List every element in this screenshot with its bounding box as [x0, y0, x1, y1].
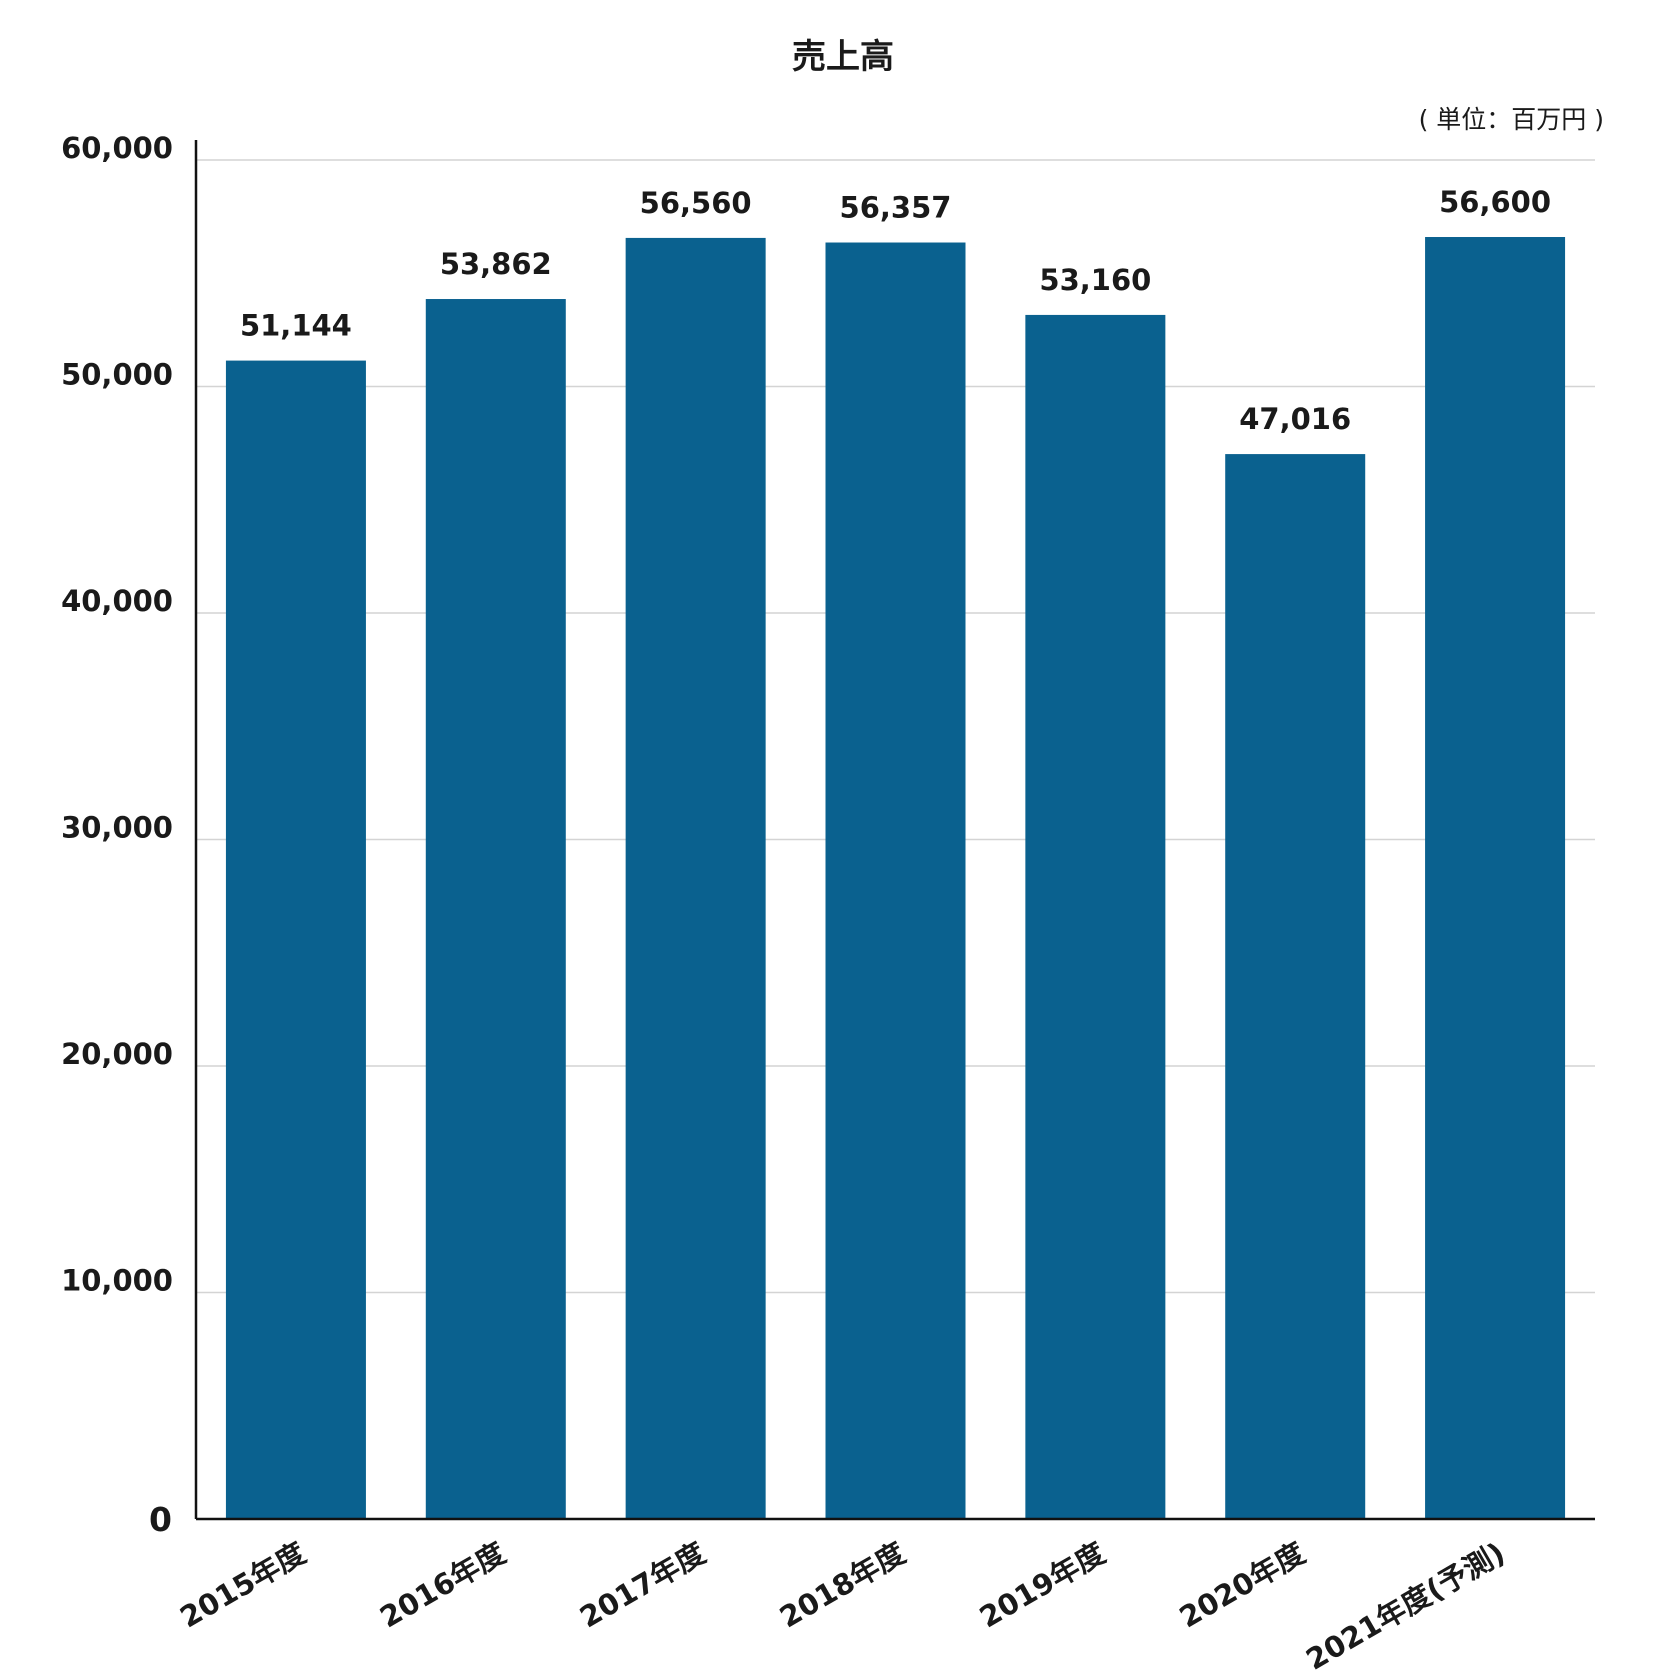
y-tick-labels: 0 10,000 20,000 30,000 40,000 50,000 60,000	[61, 131, 173, 1539]
bar	[825, 242, 966, 1520]
chart-title: 売上高	[792, 37, 894, 77]
y-tick-label: 0	[149, 1500, 172, 1539]
data-label: 51,144	[240, 309, 352, 343]
data-label: 56,357	[840, 191, 952, 225]
data-label: 56,560	[640, 186, 752, 220]
x-tick-label: 2019年度	[974, 1536, 1111, 1635]
data-label: 53,862	[440, 247, 552, 281]
data-labels: 51,144 53,862 56,560 56,357 53,160 47,016 56,6…	[240, 185, 1551, 436]
y-tick-label: 30,000	[61, 811, 173, 845]
y-tick-label: 50,000	[61, 358, 173, 392]
x-tick-labels: 2015年度 2016年度 2017年度 2018年度 2019年度 2020年度2021…	[174, 1536, 1510, 1677]
data-label: 47,016	[1239, 402, 1351, 436]
bars	[225, 237, 1566, 1520]
bar	[625, 237, 766, 1519]
x-tick-label: 2017年度	[574, 1536, 711, 1635]
x-tick-label: 2021年度(予測)	[1300, 1536, 1510, 1676]
bar	[425, 299, 566, 1520]
bar	[1425, 237, 1566, 1519]
bar	[225, 360, 366, 1520]
x-tick-label: 2015年度	[174, 1536, 311, 1635]
x-tick-label: 2016年度	[374, 1536, 511, 1635]
axes	[194, 140, 1595, 1521]
y-tick-label: 40,000	[61, 584, 173, 618]
bar	[1025, 314, 1166, 1519]
y-tick-label: 20,000	[61, 1037, 173, 1071]
unit-note: ( 単位：百万円 )	[1419, 105, 1604, 134]
data-label: 53,160	[1039, 263, 1151, 297]
data-label: 56,600	[1439, 185, 1551, 219]
y-tick-label: 10,000	[61, 1264, 173, 1298]
x-tick-label: 2018年度	[774, 1536, 911, 1635]
x-tick-label: 2020年度	[1174, 1536, 1311, 1635]
y-tick-label: 60,000	[61, 131, 173, 165]
bar	[1225, 454, 1366, 1519]
